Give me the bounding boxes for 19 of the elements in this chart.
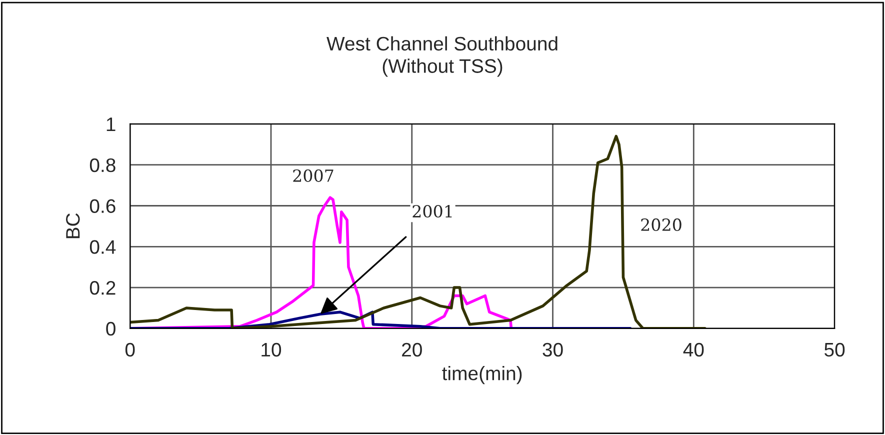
annotation: 2001 bbox=[412, 204, 452, 218]
y-axis-title: BC bbox=[66, 213, 80, 238]
x-tick-label: 0 bbox=[125, 342, 135, 357]
x-tick-label: 30 bbox=[542, 342, 563, 357]
y-tick-label: 0.8 bbox=[90, 158, 116, 172]
x-tick-label: 40 bbox=[683, 342, 704, 357]
x-tick-label: 50 bbox=[824, 342, 845, 357]
series-label: 2007 bbox=[293, 169, 334, 182]
line-series bbox=[130, 134, 706, 328]
y-tick-label: 0 bbox=[106, 322, 116, 336]
y-tick-label: 0.2 bbox=[90, 281, 116, 295]
x-axis-title: time(min) bbox=[442, 366, 522, 384]
y-tick-label: 0.6 bbox=[90, 199, 116, 213]
y-tick-label: 0.4 bbox=[90, 240, 116, 254]
series-label: 2020 bbox=[641, 218, 682, 232]
x-tick-label: 10 bbox=[262, 342, 282, 357]
x-tick-label: 20 bbox=[402, 342, 422, 357]
chart-title: West Channel Southbound (Without TSS) bbox=[326, 36, 558, 77]
y-tick-label: 1 bbox=[106, 118, 116, 132]
